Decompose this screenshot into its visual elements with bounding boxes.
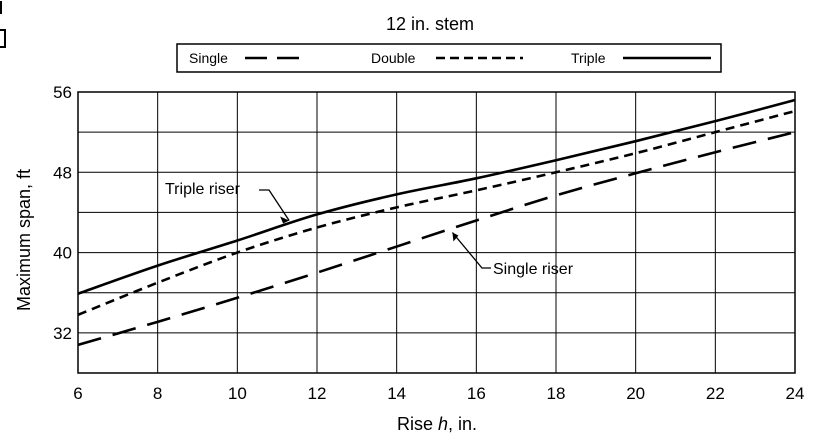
y-tick-label: 40: [53, 244, 72, 263]
x-tick-label: 16: [467, 384, 486, 403]
legend-label-single: Single: [189, 50, 228, 66]
annotation-leader: [451, 232, 491, 269]
series-line-triple: [77, 98, 796, 295]
edge-fragment: [0, 1, 6, 48]
legend-label-double: Double: [371, 50, 416, 66]
x-tick-label: 20: [626, 384, 645, 403]
x-axis-title: Rise h, in.: [397, 414, 477, 434]
x-tick-label: 6: [73, 384, 82, 403]
legend-label-triple: Triple: [571, 50, 606, 66]
annotation-label: Single riser: [493, 261, 574, 278]
x-axis-title-suffix: , in.: [448, 414, 477, 434]
tick-labels: 6 8 10 12 14 16 18 20 22 24 32 40 48 56: [53, 83, 804, 403]
y-tick-label: 32: [53, 324, 72, 343]
series-line-double: [77, 109, 796, 316]
chart-title: 12 in. stem: [386, 14, 474, 34]
x-axis-title-var: h: [438, 414, 448, 434]
annotation-arrow: [452, 232, 459, 242]
x-axis-title-prefix: Rise: [397, 414, 438, 434]
annotations: Triple riser Single riser: [165, 181, 574, 278]
x-tick-label: 24: [786, 384, 805, 403]
y-axis-title: Maximum span, ft: [14, 169, 34, 311]
annotation-arrow: [280, 216, 290, 224]
y-tick-label: 56: [53, 83, 72, 102]
x-tick-label: 14: [387, 384, 406, 403]
x-tick-label: 8: [153, 384, 162, 403]
annotation-label: Triple riser: [165, 181, 241, 198]
x-tick-label: 18: [547, 384, 566, 403]
legend: Single Double Triple: [176, 43, 722, 73]
series-lines: [77, 98, 796, 347]
y-tick-label: 48: [53, 163, 72, 182]
annotation-leader: [259, 189, 290, 221]
x-tick-label: 12: [308, 384, 327, 403]
series-line-single: [77, 130, 796, 347]
x-tick-label: 10: [228, 384, 247, 403]
x-tick-label: 22: [706, 384, 725, 403]
plot-frame: [77, 91, 796, 374]
